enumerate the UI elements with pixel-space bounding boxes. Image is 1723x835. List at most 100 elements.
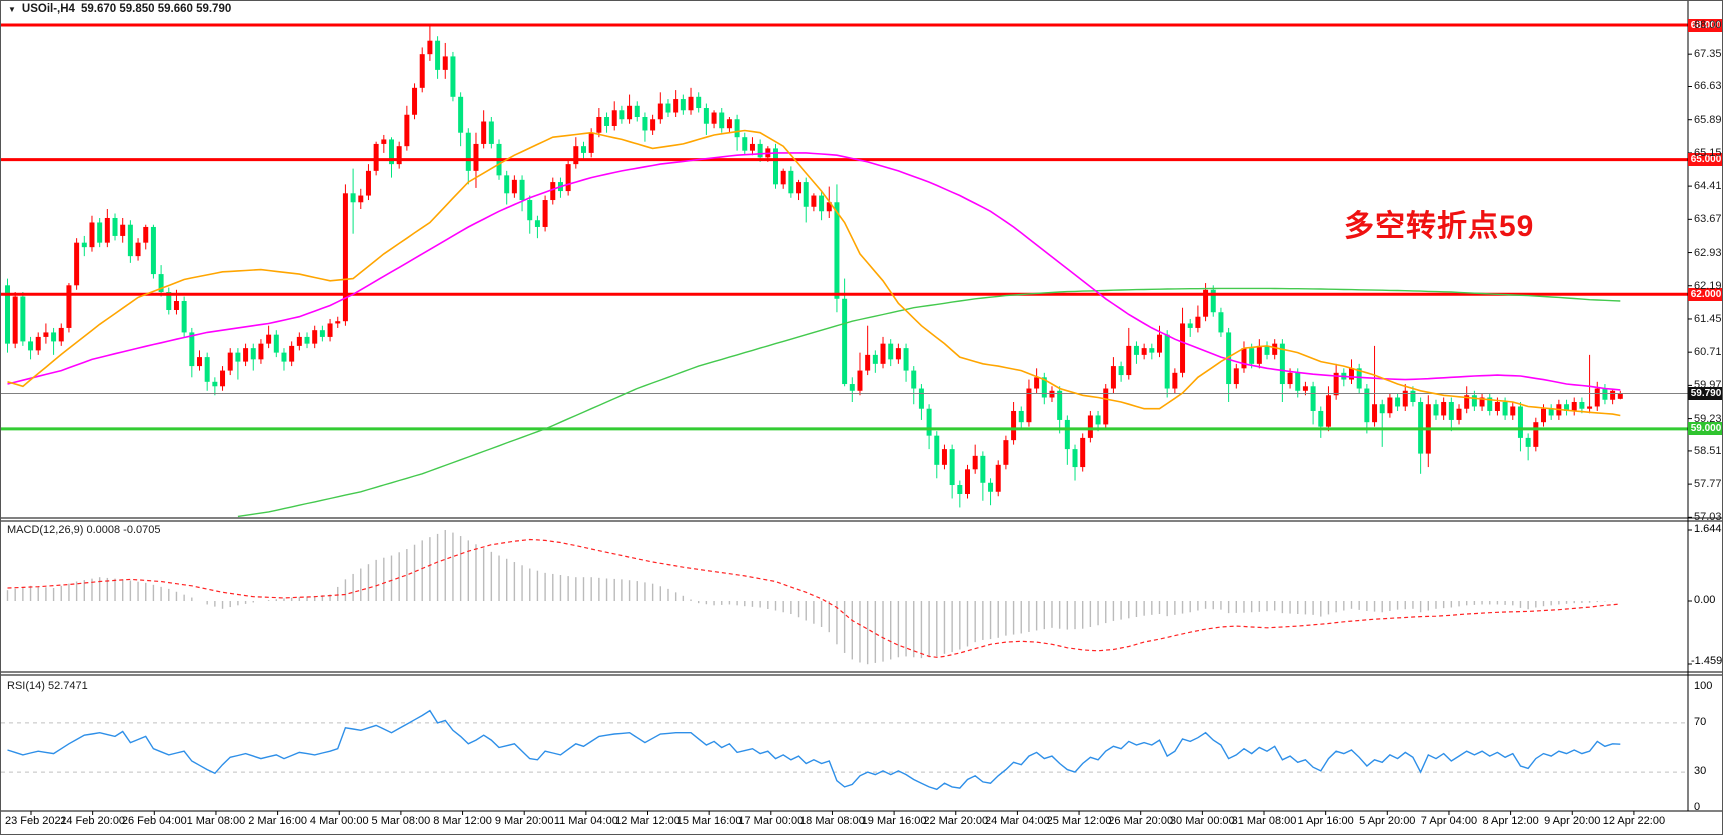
x-axis-label: 5 Mar 08:00 bbox=[371, 815, 431, 827]
candle bbox=[1118, 366, 1124, 376]
candle bbox=[880, 343, 886, 364]
x-axis-label: 4 Mar 00:00 bbox=[309, 815, 369, 827]
candle bbox=[965, 469, 970, 494]
macd-scale-min: -1.4594 bbox=[1691, 655, 1723, 667]
candle bbox=[1203, 289, 1209, 317]
price-badge: 68.000 bbox=[1688, 18, 1722, 32]
candle bbox=[1264, 345, 1270, 355]
candle bbox=[12, 296, 18, 344]
candle bbox=[872, 354, 878, 364]
candle bbox=[97, 222, 103, 243]
candle bbox=[665, 103, 671, 113]
candle bbox=[888, 343, 894, 360]
candle bbox=[296, 336, 302, 346]
candle bbox=[988, 482, 994, 492]
candle bbox=[243, 348, 249, 362]
candle bbox=[911, 370, 917, 389]
candle bbox=[1372, 404, 1378, 423]
candle bbox=[1057, 390, 1063, 420]
candle bbox=[1395, 397, 1401, 407]
price-tick-label: 61.450 bbox=[1694, 312, 1722, 325]
price-tick-label: 65.890 bbox=[1694, 113, 1722, 126]
candle bbox=[1479, 397, 1485, 407]
candle bbox=[1456, 408, 1462, 420]
candle bbox=[504, 175, 510, 194]
ma-fast-orange bbox=[7, 129, 1621, 417]
candle bbox=[1448, 401, 1454, 420]
candle bbox=[1402, 390, 1408, 407]
candle bbox=[1095, 415, 1101, 425]
x-axis-label: 17 Mar 00:00 bbox=[738, 815, 804, 827]
price-tick-label: 68.000 bbox=[1694, 19, 1722, 31]
x-axis-label: 30 Mar 00:00 bbox=[1169, 815, 1235, 827]
candle bbox=[1602, 388, 1608, 400]
candle bbox=[811, 195, 817, 207]
candle bbox=[742, 137, 748, 151]
candle bbox=[1011, 410, 1017, 441]
candle bbox=[419, 54, 425, 88]
candle bbox=[197, 357, 202, 367]
candle bbox=[1003, 440, 1009, 465]
x-axis-label: 5 Apr 20:00 bbox=[1359, 815, 1416, 827]
candle bbox=[1172, 372, 1178, 389]
x-axis-label: 1 Mar 08:00 bbox=[186, 815, 246, 827]
rsi-indicator-label: RSI(14) 52.7471 bbox=[7, 680, 88, 692]
x-axis-label: 22 Mar 20:00 bbox=[923, 815, 989, 827]
candle bbox=[1594, 388, 1600, 407]
candle bbox=[527, 200, 533, 221]
candle bbox=[980, 455, 986, 483]
candle bbox=[458, 96, 464, 133]
candle bbox=[465, 132, 471, 171]
candle bbox=[1295, 372, 1301, 391]
candle bbox=[442, 56, 448, 70]
price-tick-label: 62.930 bbox=[1694, 246, 1722, 259]
candle bbox=[949, 449, 955, 486]
candle bbox=[1302, 386, 1308, 391]
price-tick-label: 58.510 bbox=[1694, 444, 1722, 457]
candle bbox=[1349, 368, 1354, 380]
price-badge: 65.000 bbox=[1688, 153, 1722, 167]
candle bbox=[726, 119, 732, 129]
candle bbox=[1279, 343, 1285, 385]
chart-title: ▼ USOil-,H4 59.670 59.850 59.660 59.790 bbox=[8, 3, 231, 15]
rsi-value: 52.7471 bbox=[47, 680, 88, 692]
candle bbox=[350, 193, 356, 203]
candle bbox=[35, 336, 41, 351]
macd-title: MACD(12,26,9) bbox=[7, 524, 84, 536]
price-badge: 62.000 bbox=[1688, 287, 1722, 301]
x-axis-label: 24 Feb 20:00 bbox=[60, 815, 126, 827]
candle bbox=[1364, 388, 1370, 423]
candle bbox=[1318, 410, 1324, 427]
candle bbox=[289, 345, 295, 362]
candle bbox=[450, 56, 456, 97]
candle bbox=[688, 96, 694, 111]
candle bbox=[1494, 401, 1500, 411]
candle bbox=[1103, 388, 1109, 425]
candle bbox=[135, 242, 141, 257]
candle bbox=[1564, 404, 1570, 411]
rsi-line bbox=[7, 709, 1621, 791]
symbol-dropdown-arrow-icon[interactable]: ▼ bbox=[8, 4, 16, 14]
x-axis-label: 7 Apr 04:00 bbox=[1420, 815, 1478, 827]
candle bbox=[1610, 390, 1616, 400]
x-axis-label: 9 Apr 20:00 bbox=[1544, 815, 1601, 827]
candle bbox=[158, 274, 164, 293]
candle bbox=[926, 408, 932, 436]
candle bbox=[918, 388, 924, 409]
x-axis-label: 8 Mar 12:00 bbox=[433, 815, 492, 827]
candle bbox=[511, 179, 517, 194]
macd-scale-max: 1.6446 bbox=[1694, 523, 1722, 535]
candle bbox=[542, 200, 548, 227]
ma-mid-magenta bbox=[7, 152, 1621, 391]
candle bbox=[51, 332, 57, 342]
candle bbox=[773, 148, 778, 185]
candle bbox=[680, 99, 686, 111]
candle bbox=[104, 217, 110, 243]
candle bbox=[212, 381, 218, 387]
candle bbox=[127, 224, 133, 257]
price-tick-label: 66.630 bbox=[1694, 80, 1722, 93]
candle bbox=[427, 40, 433, 55]
candle bbox=[1034, 377, 1040, 389]
